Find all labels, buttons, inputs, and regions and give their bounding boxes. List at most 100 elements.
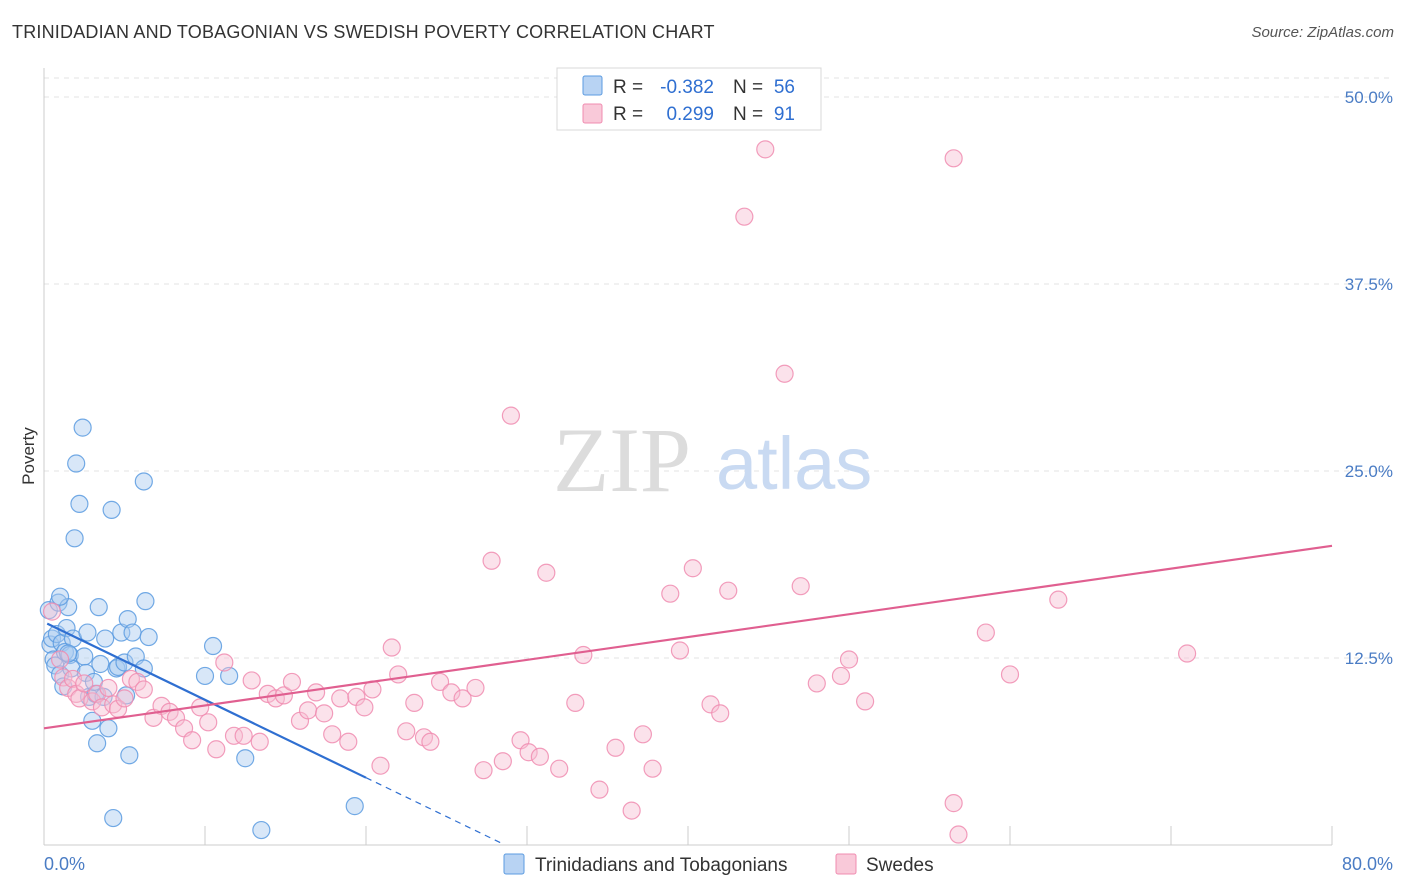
data-point: [371, 756, 390, 775]
data-point: [75, 674, 94, 693]
data-point: [719, 581, 738, 600]
data-point: [91, 654, 110, 674]
data-point: [1177, 644, 1197, 663]
bottom-legend-swatch-swedes: [835, 853, 857, 875]
data-point: [474, 761, 493, 780]
data-point: [315, 704, 334, 723]
data-point: [134, 472, 153, 491]
data-point: [50, 650, 70, 669]
data-point: [199, 713, 218, 732]
bottom-legend-swatch-trinidadians: [503, 853, 525, 875]
data-point: [236, 749, 255, 768]
legend-r-label-1: R =: [613, 77, 643, 98]
data-point: [1049, 590, 1068, 609]
data-point: [442, 683, 461, 702]
x-tick-marks: [43, 826, 1333, 845]
data-point: [67, 454, 86, 473]
data-point: [775, 364, 794, 383]
data-point: [493, 752, 512, 771]
data-point: [203, 636, 223, 656]
y-tick-label: 50.0%: [1345, 88, 1393, 107]
data-point: [128, 672, 147, 692]
legend-r-value-1: -0.382: [660, 77, 714, 98]
y-tick-label: 25.0%: [1345, 462, 1393, 481]
watermark: ZIP atlas: [553, 409, 872, 511]
trend-line-extension: [365, 777, 504, 845]
trend-line: [46, 622, 367, 779]
data-point: [298, 701, 318, 720]
data-point: [633, 725, 653, 744]
data-point: [104, 808, 123, 828]
trend-lines: [43, 544, 1333, 845]
y-tick-label: 12.5%: [1345, 649, 1393, 668]
data-point: [88, 734, 107, 753]
data-point: [88, 684, 107, 704]
watermark-atlas: atlas: [716, 422, 872, 505]
chart-title: TRINIDADIAN AND TOBAGONIAN VS SWEDISH PO…: [12, 22, 715, 42]
data-point: [250, 732, 269, 751]
data-point: [1000, 665, 1020, 684]
data-point: [382, 638, 401, 657]
data-point: [134, 680, 153, 699]
data-point: [96, 629, 115, 648]
data-point: [791, 577, 810, 596]
data-point: [65, 529, 84, 548]
data-point: [183, 731, 202, 750]
data-point: [242, 671, 261, 690]
legend-swatch-trinidadians: [582, 75, 603, 96]
correlation-legend: R = -0.382 N = 56 R = 0.299 N = 91: [556, 67, 822, 131]
data-point: [839, 650, 859, 669]
legend-swatch-swedes: [582, 103, 603, 124]
data-point: [711, 704, 730, 723]
legend-r-value-2: 0.299: [666, 104, 714, 125]
data-point: [282, 672, 302, 692]
data-point: [661, 584, 680, 603]
data-point: [252, 820, 271, 840]
data-point: [807, 674, 826, 693]
data-point: [224, 726, 244, 745]
data-point: [306, 683, 326, 702]
trend-line: [43, 544, 1333, 730]
data-point: [323, 725, 342, 744]
data-point: [550, 759, 569, 778]
series-swedes-points: [42, 140, 1197, 844]
bottom-legend-label-trinidadians: Trinidadians and Tobagonians: [535, 855, 787, 876]
data-point: [339, 732, 358, 751]
data-point: [78, 623, 97, 642]
series-legend: Trinidadians and Tobagonians Swedes: [503, 853, 934, 876]
data-point: [99, 678, 118, 698]
data-point: [355, 698, 374, 717]
data-point: [643, 759, 662, 778]
data-point: [215, 653, 234, 672]
data-point: [501, 406, 520, 425]
series-trinidadians-points: [39, 418, 364, 840]
data-point: [123, 623, 142, 642]
data-point: [331, 689, 350, 708]
data-point: [63, 669, 83, 689]
y-axis-label: Poverty: [19, 427, 38, 485]
data-point: [530, 747, 549, 766]
data-point: [397, 722, 416, 741]
data-point: [345, 797, 364, 816]
bottom-legend-label-swedes: Swedes: [866, 855, 934, 876]
data-point: [466, 678, 485, 698]
x-tick-label-min: 0.0%: [44, 854, 85, 874]
data-point: [115, 689, 134, 708]
legend-n-value-1: 56: [774, 77, 795, 98]
data-point: [590, 780, 609, 799]
data-point: [537, 563, 556, 582]
data-point: [234, 726, 253, 745]
data-point: [50, 587, 70, 606]
data-point: [117, 686, 136, 705]
data-point: [92, 698, 112, 717]
data-point: [944, 149, 963, 168]
data-point: [606, 738, 625, 757]
data-point: [831, 666, 851, 686]
data-point: [42, 602, 62, 621]
data-point: [482, 551, 501, 570]
data-point: [944, 794, 963, 813]
data-point: [949, 825, 968, 844]
data-point: [54, 668, 73, 687]
y-tick-labels: 12.5% 25.0% 37.5% 50.0%: [1345, 88, 1393, 668]
data-point: [89, 598, 108, 617]
